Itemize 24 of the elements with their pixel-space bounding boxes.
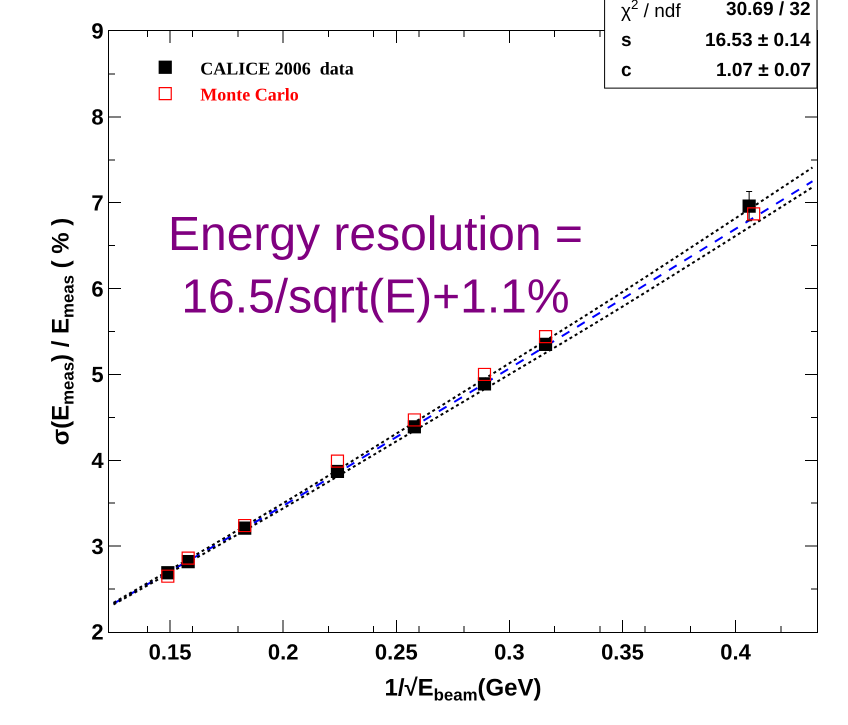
annotation: c: [621, 60, 632, 81]
x-tick-label: 0.2: [268, 639, 298, 664]
y-tick-label: 3: [91, 534, 104, 559]
y-tick-label: 7: [91, 190, 104, 216]
x-tick-label: 0.4: [720, 639, 752, 664]
y-tick-label: 9: [91, 18, 104, 44]
annotation: Energy resolution = 16.5/sqrt(E)+1.1%: [168, 208, 583, 324]
y-tick-label: 5: [91, 362, 104, 388]
text: 30.69 / 32: [726, 0, 811, 20]
x-tick-label: 0.15: [148, 639, 192, 664]
annotation: 16.53 ± 0.14: [705, 30, 811, 51]
legend-label: CALICE 2006 data: [200, 58, 354, 78]
annotation: s: [621, 30, 632, 51]
x-tick-label: 0.35: [601, 639, 644, 664]
y-tick-label: 2: [91, 620, 104, 645]
y-tick-label: 4: [91, 448, 104, 473]
x-tick-label: 0.25: [374, 639, 418, 664]
legend-label: Monte Carlo: [200, 84, 299, 105]
text: χ$^{2}$ / ndf: [621, 0, 682, 22]
x-axis-title: 1/√E$_{beam}$(GeV): [384, 674, 542, 705]
annotation: 1.07 ± 0.07: [716, 60, 811, 81]
y-tick-label: 8: [91, 104, 104, 130]
x-tick-label: 0.3: [494, 639, 525, 664]
y-tick-label: 6: [91, 276, 104, 302]
